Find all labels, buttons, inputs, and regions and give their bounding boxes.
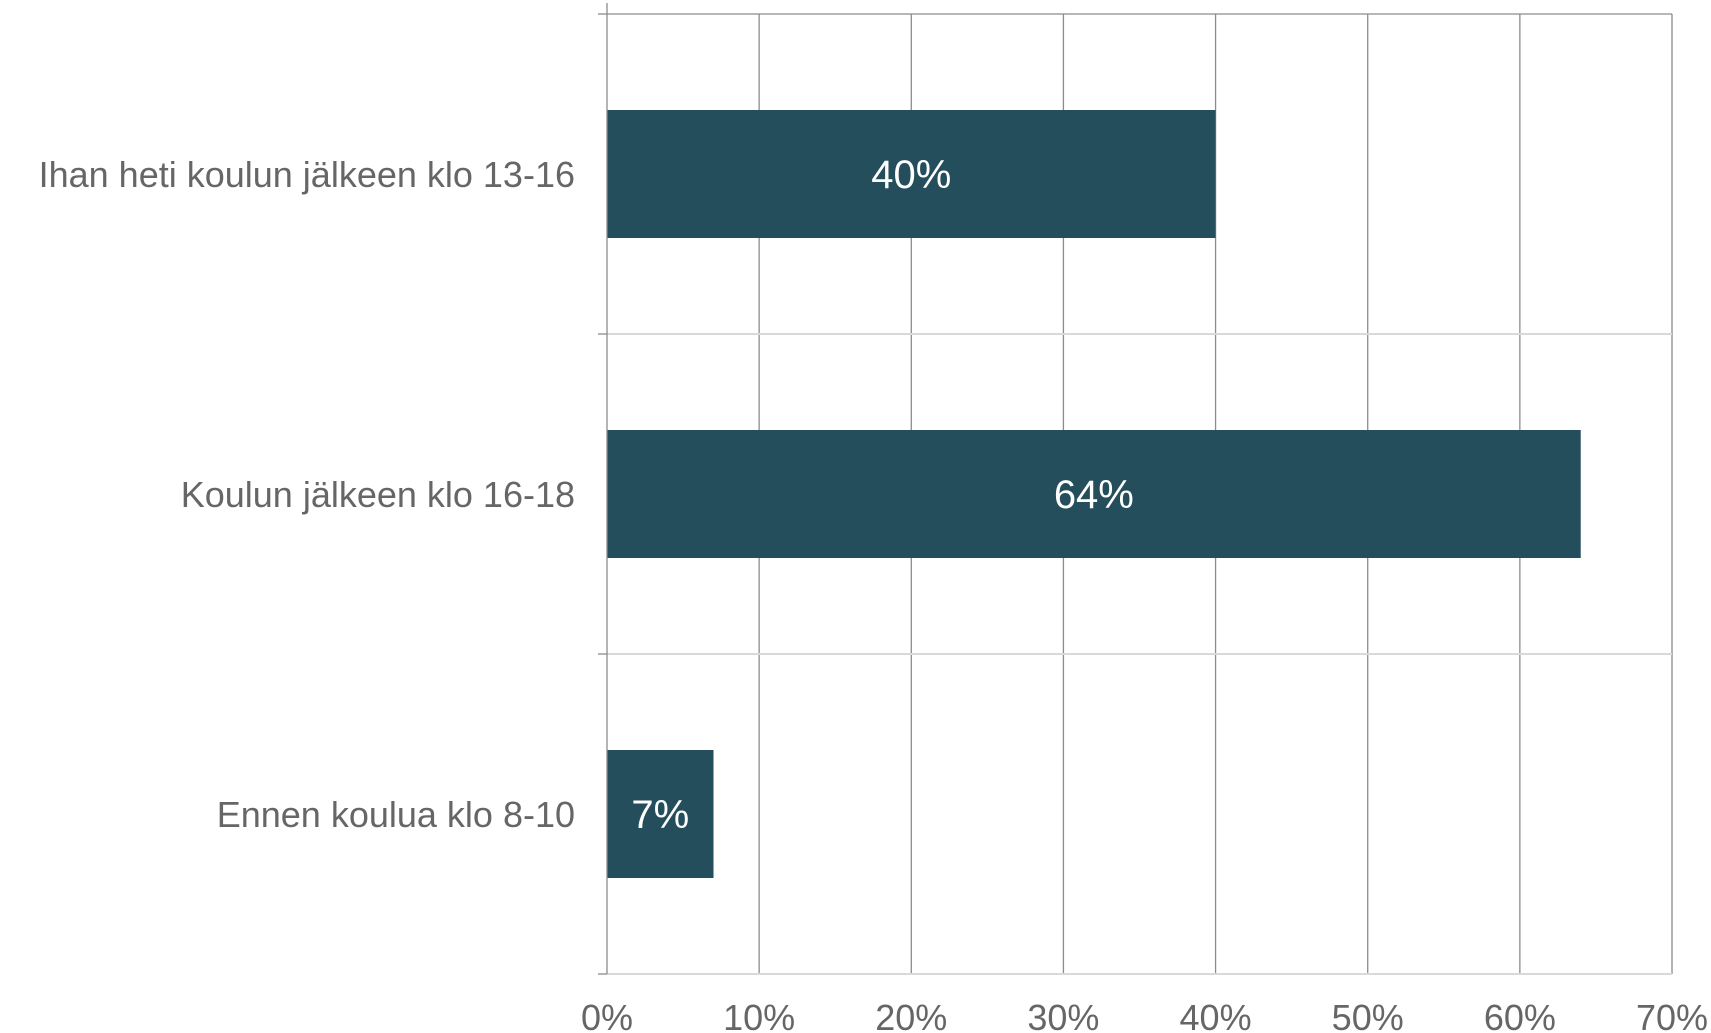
data-label: 40% xyxy=(871,153,951,197)
x-tick-label: 10% xyxy=(723,997,795,1033)
category-label: Ennen koulua klo 8-10 xyxy=(217,794,575,835)
bar xyxy=(607,750,714,878)
x-tick-label: 40% xyxy=(1180,997,1252,1033)
bar xyxy=(607,430,1581,558)
x-tick-label: 60% xyxy=(1484,997,1556,1033)
data-label: 7% xyxy=(631,793,689,837)
category-separators xyxy=(607,13,1672,975)
bar xyxy=(607,110,1216,238)
x-tick-label: 30% xyxy=(1027,997,1099,1033)
x-tick-label: 0% xyxy=(581,997,633,1033)
data-label: 64% xyxy=(1054,473,1134,517)
data-labels: 40% 64% 7% xyxy=(631,153,1134,837)
x-tick-label: 20% xyxy=(875,997,947,1033)
x-tick-label: 50% xyxy=(1332,997,1404,1033)
category-labels: Ihan heti koulun jälkeen klo 13-16 Koulun… xyxy=(39,154,575,835)
x-axis-tick-labels: 0% 10% 20% 30% 40% 50% 60% 70% xyxy=(581,997,1708,1033)
category-label: Ihan heti koulun jälkeen klo 13-16 xyxy=(39,154,575,195)
x-tick-label: 70% xyxy=(1636,997,1708,1033)
category-label: Koulun jälkeen klo 16-18 xyxy=(181,474,575,515)
category-axis xyxy=(598,3,608,975)
bars xyxy=(607,110,1581,878)
